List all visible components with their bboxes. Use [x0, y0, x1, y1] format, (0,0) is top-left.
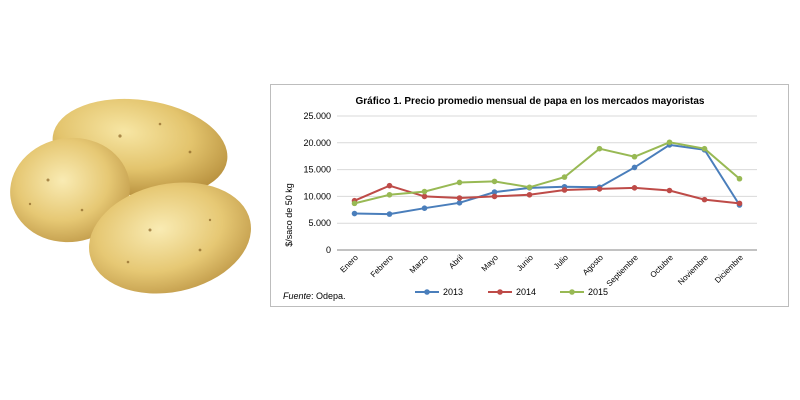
data-point — [351, 210, 358, 217]
legend-item-2015: 2015 — [560, 287, 608, 297]
legend-label: 2015 — [588, 287, 608, 297]
x-tick-label: Marzo — [408, 253, 430, 275]
y-axis-label: $/saco de 50 kg — [284, 183, 294, 247]
y-axis-ticks: 0 5.000 10.000 15.000 20.000 25.000 — [303, 111, 331, 255]
data-point — [421, 205, 428, 211]
y-tick-label: 5.000 — [308, 218, 331, 228]
legend: 2013 2014 2015 — [415, 287, 608, 297]
data-point — [491, 178, 498, 185]
y-tick-label: 25.000 — [303, 111, 331, 121]
series-lines — [351, 139, 743, 217]
x-tick-label: Julio — [552, 253, 570, 271]
legend-marker — [424, 289, 430, 295]
data-point — [666, 187, 673, 194]
data-point — [456, 200, 463, 206]
data-point — [561, 174, 568, 180]
data-point — [561, 187, 568, 193]
data-point — [701, 145, 708, 152]
source-note: Fuente: Odepa. — [283, 291, 346, 301]
data-point — [526, 184, 533, 191]
data-point — [736, 200, 743, 207]
potatoes-photo — [10, 98, 251, 294]
series-line — [354, 184, 740, 205]
legend-marker — [569, 289, 575, 295]
series-line — [354, 141, 741, 205]
data-point — [596, 145, 603, 152]
legend-label: 2013 — [443, 287, 463, 297]
legend-marker — [497, 289, 503, 295]
data-point — [386, 191, 393, 198]
x-tick-label: Octubre — [648, 253, 675, 280]
source-text: : Odepa. — [311, 291, 346, 301]
y-tick-label: 15.000 — [303, 165, 331, 175]
x-tick-label: Noviembre — [676, 253, 710, 287]
data-point — [701, 196, 708, 203]
x-tick-label: Enero — [338, 253, 360, 275]
line-chart: Gráfico 1. Precio promedio mensual de pa… — [283, 96, 757, 301]
chart-title: Gráfico 1. Precio promedio mensual de pa… — [355, 96, 704, 107]
legend-item-2014: 2014 — [488, 287, 536, 297]
data-point — [736, 175, 743, 182]
y-tick-label: 10.000 — [303, 191, 331, 201]
data-point — [421, 188, 428, 195]
legend-label: 2014 — [516, 287, 536, 297]
x-tick-label: Febrero — [369, 253, 396, 280]
data-point — [596, 186, 603, 192]
x-axis-ticks: Enero Febrero Marzo Abril Mayo Junio Julio Agos… — [338, 253, 745, 289]
x-tick-label: Agosto — [581, 253, 605, 277]
data-point — [421, 193, 428, 200]
data-point — [631, 185, 638, 191]
data-point — [456, 179, 463, 186]
y-tick-label: 20.000 — [303, 138, 331, 148]
x-tick-label: Septiembre — [605, 253, 641, 289]
data-point — [491, 193, 498, 200]
series-2013 — [351, 142, 743, 217]
x-tick-label: Diciembre — [713, 253, 745, 285]
x-tick-label: Mayo — [480, 253, 501, 274]
data-point — [386, 211, 393, 217]
series-2015 — [351, 139, 743, 207]
data-point — [526, 191, 533, 198]
data-point — [456, 195, 463, 201]
legend-item-2013: 2013 — [415, 287, 463, 297]
data-point — [491, 189, 498, 195]
data-point — [631, 153, 638, 160]
series-line — [354, 143, 741, 216]
source-label: Fuente — [283, 291, 311, 301]
y-tick-label: 0 — [326, 245, 331, 255]
x-tick-label: Junio — [515, 253, 535, 273]
data-point — [351, 200, 358, 207]
data-point — [666, 139, 673, 146]
x-tick-label: Abril — [447, 253, 465, 271]
data-point — [631, 164, 638, 171]
data-point — [386, 182, 393, 189]
